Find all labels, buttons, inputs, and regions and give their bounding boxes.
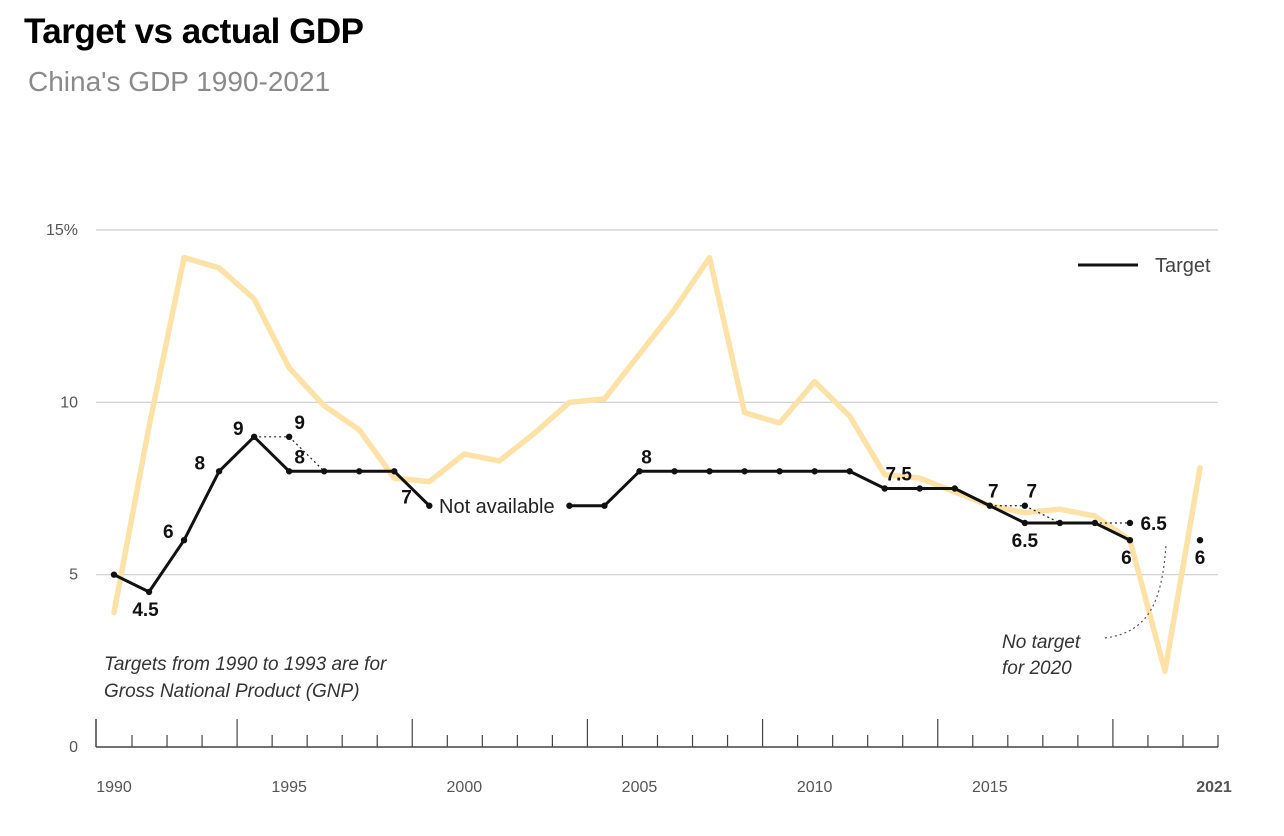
target-point: [671, 468, 678, 475]
target-point: [601, 502, 608, 509]
target-point: [1196, 537, 1204, 544]
data-label: 9: [294, 413, 305, 434]
target-point: [285, 468, 293, 475]
series-actual-gdp-line: [111, 254, 1203, 674]
legend-target-label: Target: [1155, 255, 1211, 277]
no-target-pointer: [1104, 544, 1167, 639]
data-label: 6.5: [1140, 514, 1167, 535]
y-tick-label: 15%: [46, 222, 78, 239]
target-point: [986, 502, 994, 509]
target-point: [1091, 519, 1099, 527]
data-label: 8: [195, 453, 206, 474]
x-tick-label: 1990: [96, 779, 132, 796]
data-labels: 4.5 6 8 9 9 8 7 8 7.5 7 7 6.5 6.5 6 6: [132, 413, 1205, 621]
chart-subtitle: China's GDP 1990-2021: [28, 66, 331, 97]
x-tick-label: 2005: [622, 779, 658, 796]
target-point: [776, 468, 783, 475]
target-point: [145, 588, 153, 596]
y-tick-label: 10: [60, 394, 78, 411]
target-point: [881, 485, 888, 492]
series-layer: [110, 254, 1204, 674]
gnp-note-line1: Targets from 1990 to 1993 are for: [104, 654, 387, 675]
data-label: 6: [1195, 548, 1206, 569]
data-label: 4.5: [132, 600, 159, 621]
data-label: 8: [641, 447, 652, 468]
target-point: [566, 502, 573, 509]
target-point: [250, 433, 258, 440]
target-revision-point: [1126, 519, 1134, 527]
data-label: 7: [401, 488, 412, 509]
x-tick-label: 2010: [797, 779, 833, 796]
target-point: [1126, 537, 1134, 544]
x-tick-label: 2015: [972, 779, 1008, 796]
data-label: 7.5: [886, 465, 913, 486]
target-point: [1021, 519, 1029, 527]
target-point: [916, 485, 923, 492]
target-revision-point: [285, 433, 293, 440]
not-available-label: Not available: [439, 496, 555, 518]
gridlines: 0 5 10 15%: [46, 222, 1218, 756]
data-label: 7: [988, 482, 999, 503]
no-target-note-line1: No target: [1002, 632, 1081, 653]
series-target-line: [569, 469, 1131, 542]
data-label: 6: [163, 522, 174, 543]
data-label: 7: [1027, 482, 1038, 503]
target-point: [110, 571, 118, 578]
series-target-revision-line: [254, 436, 325, 472]
target-point: [811, 468, 818, 475]
target-point: [636, 468, 643, 475]
target-point: [426, 502, 433, 509]
target-point: [320, 468, 328, 475]
x-tick-label: 2000: [447, 779, 483, 796]
target-point: [356, 468, 363, 475]
target-point: [846, 468, 853, 475]
gnp-note-line2: Gross National Product (GNP): [104, 681, 360, 702]
chart-title: Target vs actual GDP: [24, 12, 364, 51]
x-tick-label: 1995: [271, 779, 307, 796]
target-point: [741, 468, 748, 475]
x-tick-label: 2021: [1196, 779, 1232, 796]
target-point: [215, 468, 223, 475]
data-label: 8: [294, 447, 305, 468]
target-revision-point: [1021, 502, 1029, 509]
series-target-line: [113, 435, 431, 594]
target-point: [180, 537, 188, 544]
y-tick-label: 0: [69, 739, 78, 756]
target-point: [706, 468, 713, 475]
no-target-note-line2: for 2020: [1002, 658, 1072, 679]
legend: Target: [1078, 255, 1211, 277]
data-label: 9: [233, 419, 244, 440]
y-tick-label: 5: [69, 567, 78, 584]
target-point: [391, 468, 398, 475]
target-point: [1056, 519, 1064, 527]
data-label: 6.5: [1012, 531, 1039, 552]
x-axis: 1990 1995 2000 2005 2010 2015 2021: [95, 719, 1232, 796]
target-point: [951, 485, 958, 492]
data-label: 6: [1121, 548, 1132, 569]
